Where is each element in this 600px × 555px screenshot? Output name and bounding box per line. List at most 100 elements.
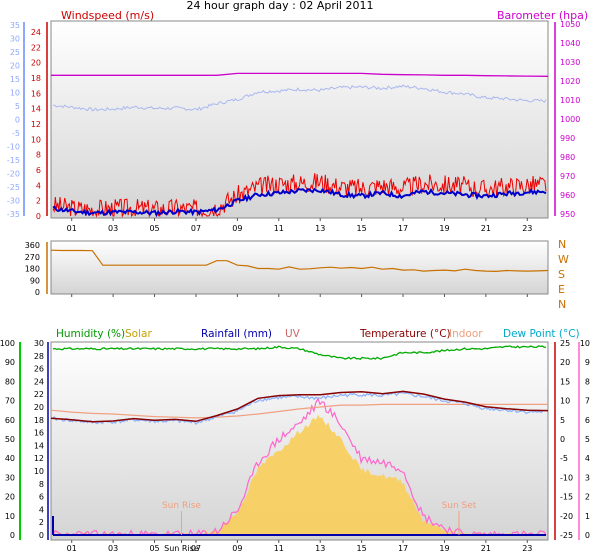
axis3-tick-humidity: 10	[5, 512, 15, 521]
axis3-tick-temperature: 25	[560, 339, 570, 348]
legend-item: UV	[285, 328, 301, 340]
axis1-tick-windchill: 5	[15, 102, 20, 111]
axis1-tick-windchill: 20	[10, 62, 20, 71]
axis1-tick-windchill: -10	[7, 143, 20, 152]
axis3-tick-temperature: -10	[560, 473, 573, 482]
series-windspeed	[52, 187, 547, 218]
x-tick-label: 11	[274, 224, 284, 233]
x-tick-label: 21	[481, 224, 491, 233]
x-tick-label: 05	[149, 544, 159, 553]
axis1-tick-windchill: -15	[7, 156, 20, 165]
axis3-tick-rainfall: 0	[39, 531, 44, 540]
axis3-tick-temperature: -5	[560, 454, 568, 463]
compass-label: W	[558, 253, 569, 266]
axis1-tick-barometer: 1020	[560, 77, 580, 86]
axis3-tick-rainfall: 18	[34, 416, 44, 425]
axis3-tick-rainfall: 20	[34, 403, 44, 412]
x-tick-label: Sun Rise	[164, 544, 199, 553]
axis1-tick-windspeed: 16	[31, 89, 41, 98]
axis3-tick-uv: 1	[585, 512, 590, 521]
axis3-tick-humidity: 100	[0, 339, 15, 348]
axis1-tick-barometer: 970	[560, 172, 575, 181]
axis1-tick-windspeed: 22	[31, 43, 41, 52]
axis3-tick-uv: 8	[585, 377, 590, 386]
series-humidity	[52, 345, 547, 360]
axis3-tick-uv: 2	[585, 493, 590, 502]
axis3-tick-rainfall: 4	[39, 505, 44, 514]
axis1-tick-windspeed: 4	[36, 181, 41, 190]
axis3-tick-uv: 3	[585, 473, 590, 482]
axis1-tick-barometer: 1030	[560, 58, 580, 67]
axis1-tick-barometer: 950	[560, 210, 575, 219]
x-tick-label: 21	[481, 544, 491, 553]
series-solar-area	[53, 414, 546, 535]
x-tick-label: 13	[315, 224, 325, 233]
legend-item: Humidity (%)	[56, 328, 125, 340]
axis3-tick-uv: 10	[580, 339, 590, 348]
axis1-tick-barometer: 1000	[560, 115, 580, 124]
axis2-tick-direction: 270	[25, 253, 40, 262]
axis2-tick-direction: 0	[35, 288, 40, 297]
compass-label: S	[558, 268, 565, 281]
axis3-tick-rainfall: 6	[39, 493, 44, 502]
axis1-tick-windchill: 30	[10, 35, 20, 44]
x-tick-label: 15	[357, 224, 367, 233]
axis1-tick-barometer: 990	[560, 134, 575, 143]
legend-item: Rainfall (mm)	[201, 328, 272, 340]
axis3-tick-temperature: 5	[560, 416, 565, 425]
axis1-tick-windspeed: 14	[31, 105, 41, 114]
axis3-tick-uv: 7	[585, 397, 590, 406]
axis3-tick-uv: 6	[585, 416, 590, 425]
series-wind-direction	[50, 249, 549, 273]
legend-item: Temperature (°C)	[359, 328, 451, 340]
x-tick-label: 11	[274, 544, 284, 553]
axis3-tick-humidity: 80	[5, 377, 15, 386]
x-tick-label: 09	[232, 224, 242, 233]
x-tick-label: 05	[149, 224, 159, 233]
x-tick-label: 07	[191, 224, 201, 233]
axis3-tick-temperature: 10	[560, 397, 570, 406]
axis1-tick-windspeed: 20	[31, 59, 41, 68]
axis1-tick-windspeed: 18	[31, 74, 41, 83]
compass-label: E	[558, 283, 565, 296]
axis3-tick-humidity: 0	[10, 531, 15, 540]
axis1-tick-windchill: -25	[7, 183, 20, 192]
axis3-tick-rainfall: 30	[34, 339, 44, 348]
x-tick-label: 13	[315, 544, 325, 553]
axis1-tick-windspeed: 10	[31, 135, 41, 144]
axis3-tick-uv: 9	[585, 358, 590, 367]
axis3-tick-temperature: 0	[560, 435, 565, 444]
axis1-tick-windchill: -5	[12, 129, 20, 138]
axis1-tick-windchill: -30	[7, 197, 20, 206]
axis2-tick-direction: 180	[25, 265, 40, 274]
chart-title: 24 hour graph day : 02 April 2011	[187, 0, 374, 12]
axis3-tick-temperature: 15	[560, 377, 570, 386]
legend-barometer: Barometer (hpa)	[497, 9, 588, 22]
x-tick-label: 19	[439, 224, 449, 233]
series-temperature	[50, 390, 549, 423]
axis1-tick-barometer: 1010	[560, 96, 580, 105]
x-tick-label: 17	[398, 224, 408, 233]
series-windchill	[53, 84, 547, 112]
axis1-tick-windspeed: 0	[36, 212, 41, 221]
axis1-tick-windchill: 15	[10, 75, 20, 84]
x-tick-label: 01	[67, 544, 77, 553]
x-tick-label: 03	[108, 544, 118, 553]
x-tick-label: 03	[108, 224, 118, 233]
axis1-tick-barometer: 1040	[560, 39, 580, 48]
axis3-tick-humidity: 60	[5, 416, 15, 425]
annotation-sunset: Sun Set	[442, 501, 477, 511]
axis3-tick-humidity: 40	[5, 454, 15, 463]
axis3-tick-rainfall: 8	[39, 480, 44, 489]
legend-item: Indoor	[449, 328, 483, 340]
axis3-tick-humidity: 90	[5, 358, 15, 367]
axis3-tick-rainfall: 24	[34, 377, 44, 386]
axis1-tick-windchill: 10	[10, 89, 20, 98]
series-gust	[52, 173, 547, 218]
axis1-tick-barometer: 1050	[560, 20, 580, 29]
x-tick-label: 01	[67, 224, 77, 233]
axis1-tick-windspeed: 6	[36, 166, 41, 175]
axis3-tick-uv: 0	[585, 531, 590, 540]
